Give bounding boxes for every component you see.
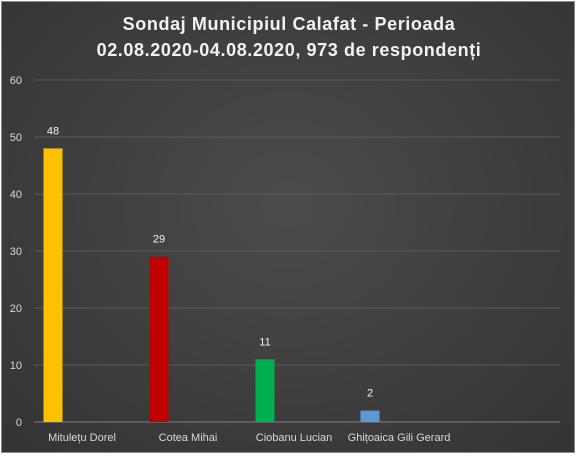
x-axis: Mitulețu Dorel Cotea Mihai Ciobanu Lucian G… (48, 432, 450, 444)
bars (43, 148, 380, 422)
y-tick-label: 50 (10, 132, 22, 144)
y-tick-label: 40 (10, 189, 22, 201)
data-labels: 48 29 11 2 (47, 125, 373, 399)
bar (43, 148, 63, 422)
x-category-label: Mitulețu Dorel (48, 432, 116, 444)
bar (149, 256, 169, 422)
data-label: 11 (259, 336, 270, 348)
data-label: 2 (367, 388, 373, 400)
y-tick-label: 20 (10, 303, 22, 315)
x-category-label: Ciobanu Lucian (256, 432, 332, 444)
y-tick-label: 0 (16, 417, 22, 429)
chart-title-line-1: Sondaj Municipiul Calafat - Perioada (122, 14, 456, 34)
data-label: 48 (47, 125, 59, 137)
y-tick-label: 30 (10, 246, 22, 258)
x-category-label: Ghițoaica Gili Gerard (348, 432, 451, 444)
y-tick-label: 60 (10, 75, 22, 87)
x-category-label: Cotea Mihai (159, 432, 218, 444)
chart-title-line-2: 02.08.2020-04.08.2020, 973 de respondenț… (96, 40, 482, 60)
data-label: 29 (153, 234, 165, 246)
bar (360, 410, 380, 422)
bar (255, 359, 275, 422)
gridlines (34, 79, 560, 423)
y-tick-label: 10 (10, 360, 22, 372)
y-axis: 0 10 20 30 40 50 60 (10, 75, 22, 429)
